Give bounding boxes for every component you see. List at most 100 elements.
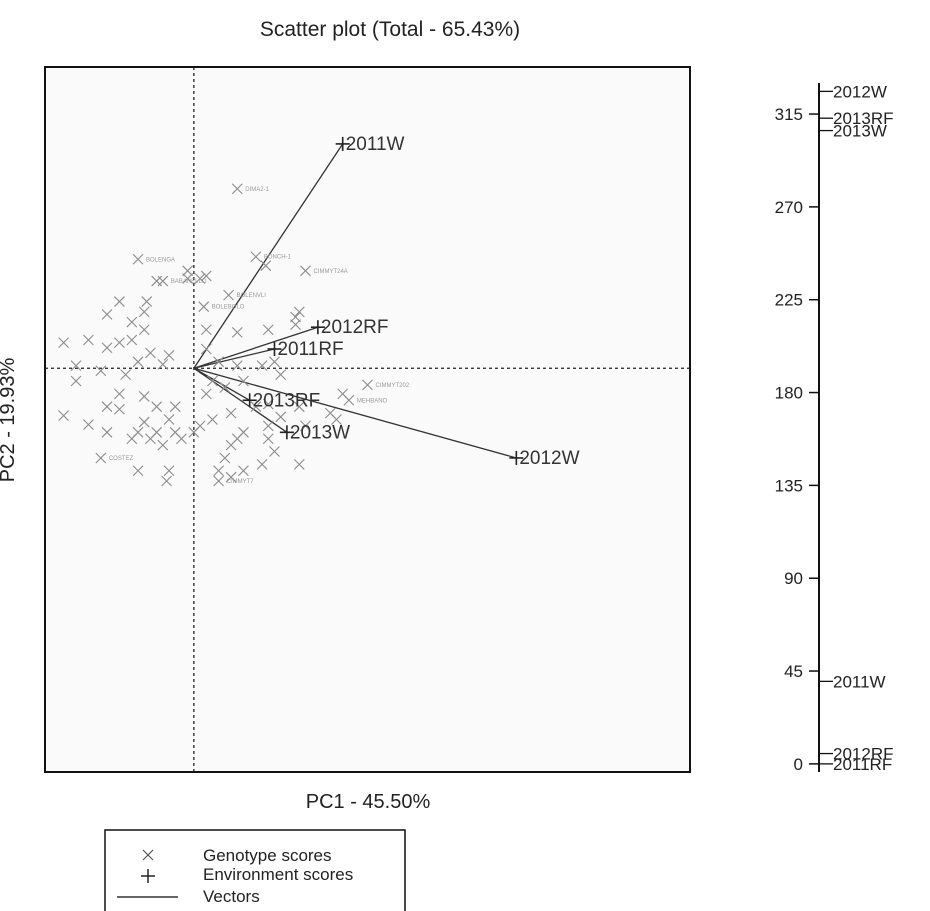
- genotype-label: CIMMYT24A: [313, 269, 347, 275]
- genotype-label: BOLEBOLO: [212, 305, 245, 311]
- side-marker-label: 2013W: [833, 122, 887, 141]
- genotype-point: [200, 270, 212, 282]
- side-axis-tick-label: 315: [775, 105, 803, 124]
- genotype-point: [238, 375, 249, 387]
- genotype-point: [238, 465, 249, 477]
- genotype-point: [101, 309, 113, 320]
- environment-point: 2012W: [509, 448, 580, 469]
- genotype-point: [138, 391, 150, 402]
- genotype-point: [83, 419, 94, 431]
- genotype-point: [219, 382, 231, 393]
- side-axis-tick-label: 225: [775, 291, 803, 310]
- legend-genotype-symbol-icon: [142, 849, 154, 861]
- legend-vectors-label: Vectors: [203, 887, 260, 906]
- vector-line: [193, 348, 275, 369]
- genotype-point: [182, 265, 194, 277]
- side-axis-tick-label: 90: [784, 569, 803, 588]
- genotype-point: [58, 337, 69, 348]
- genotype-point: [225, 407, 237, 419]
- genotype-point: [101, 342, 113, 354]
- environment-label: 2011W: [346, 134, 405, 155]
- genotype-point: [176, 433, 187, 445]
- vectors-layer: [193, 143, 517, 459]
- genotype-point: [126, 334, 138, 346]
- genotype-label: CIMMYT7: [227, 479, 255, 485]
- genotype-point: [250, 401, 262, 413]
- environment-label: 2012W: [519, 448, 579, 469]
- genotype-point: [95, 452, 107, 464]
- side-axis-tick-label: 0: [794, 755, 803, 774]
- genotype-point: [290, 319, 301, 331]
- genotype-point: [182, 273, 194, 284]
- genotype-point: [219, 452, 231, 464]
- genotype-point: [260, 260, 272, 272]
- genotype-point: [101, 401, 113, 413]
- genotype-point: [157, 439, 169, 451]
- genotype-point: [331, 414, 342, 425]
- genotype-point: [290, 311, 301, 323]
- genotype-label: BOLENGA: [146, 257, 175, 263]
- genotype-point: [70, 360, 82, 372]
- genotype-scores-layer: DIMA2-1 BOLENGA BONCH-1 CIMMYT24A BABARELLO B…: [58, 183, 410, 487]
- genotype-point: [213, 356, 225, 368]
- genotype-label: BONCH-1: [264, 255, 292, 261]
- genotype-point: [207, 375, 218, 387]
- genotype-point: [293, 458, 305, 470]
- genotype-point: [114, 296, 125, 307]
- legend-environment-label: Environment scores: [203, 865, 353, 884]
- genotype-point: [225, 439, 237, 451]
- genotype-point: [262, 324, 274, 336]
- vector-line: [193, 326, 319, 369]
- genotype-point: [138, 306, 150, 318]
- genotype-point: [362, 379, 373, 391]
- genotype-point: [169, 401, 181, 413]
- genotype-point: [250, 251, 262, 263]
- genotype-point: [83, 334, 94, 346]
- side-marker-label: 2011RF: [833, 755, 892, 774]
- genotype-point: [114, 337, 125, 348]
- genotype-point: [213, 475, 225, 487]
- genotype-point: [213, 465, 225, 477]
- genotype-label: DIMA2-1: [245, 187, 269, 193]
- genotype-point: [262, 433, 274, 445]
- genotype-point: [256, 458, 268, 470]
- genotype-point: [231, 360, 243, 372]
- genotype-point: [161, 475, 172, 487]
- genotype-point: [269, 446, 280, 457]
- environment-label: 2013RF: [253, 390, 321, 411]
- genotype-point: [58, 410, 69, 422]
- genotype-point: [207, 414, 218, 425]
- chart-title: Scatter plot (Total - 65.43%): [260, 18, 520, 41]
- genotype-point: [231, 183, 243, 195]
- environment-point: 2012RF: [310, 317, 388, 338]
- genotype-point: [194, 420, 206, 432]
- genotype-point: [114, 403, 125, 415]
- genotype-point: [275, 411, 287, 423]
- genotype-point: [225, 471, 237, 483]
- genotype-point: [262, 420, 274, 432]
- genotype-point: [269, 356, 280, 368]
- genotype-point: [132, 356, 144, 368]
- environment-point: 2011RF: [267, 339, 344, 360]
- side-axis-tick-label: 45: [784, 662, 803, 681]
- genotype-label: BOLENVLI: [237, 293, 267, 299]
- legend: Genotype scores Environment scores Vecto…: [104, 829, 406, 911]
- genotype-point: [157, 358, 169, 370]
- genotype-point: [132, 465, 144, 477]
- genotype-point: [163, 350, 175, 361]
- environment-point: 2013W: [279, 422, 350, 443]
- genotype-point: [194, 273, 206, 284]
- genotype-point: [343, 394, 355, 406]
- environment-point: 2013RF: [242, 390, 321, 411]
- genotype-point: [151, 401, 163, 413]
- environment-label: 2011RF: [277, 339, 343, 360]
- vector-line: [193, 367, 288, 433]
- environment-point: 2011W: [335, 134, 405, 155]
- genotype-point: [141, 296, 153, 307]
- side-axis-tick-label: 180: [775, 384, 803, 403]
- genotype-point: [145, 433, 156, 445]
- genotype-point: [163, 414, 175, 425]
- vector-line: [193, 143, 344, 369]
- x-axis-label: PC1 - 45.50%: [306, 791, 431, 813]
